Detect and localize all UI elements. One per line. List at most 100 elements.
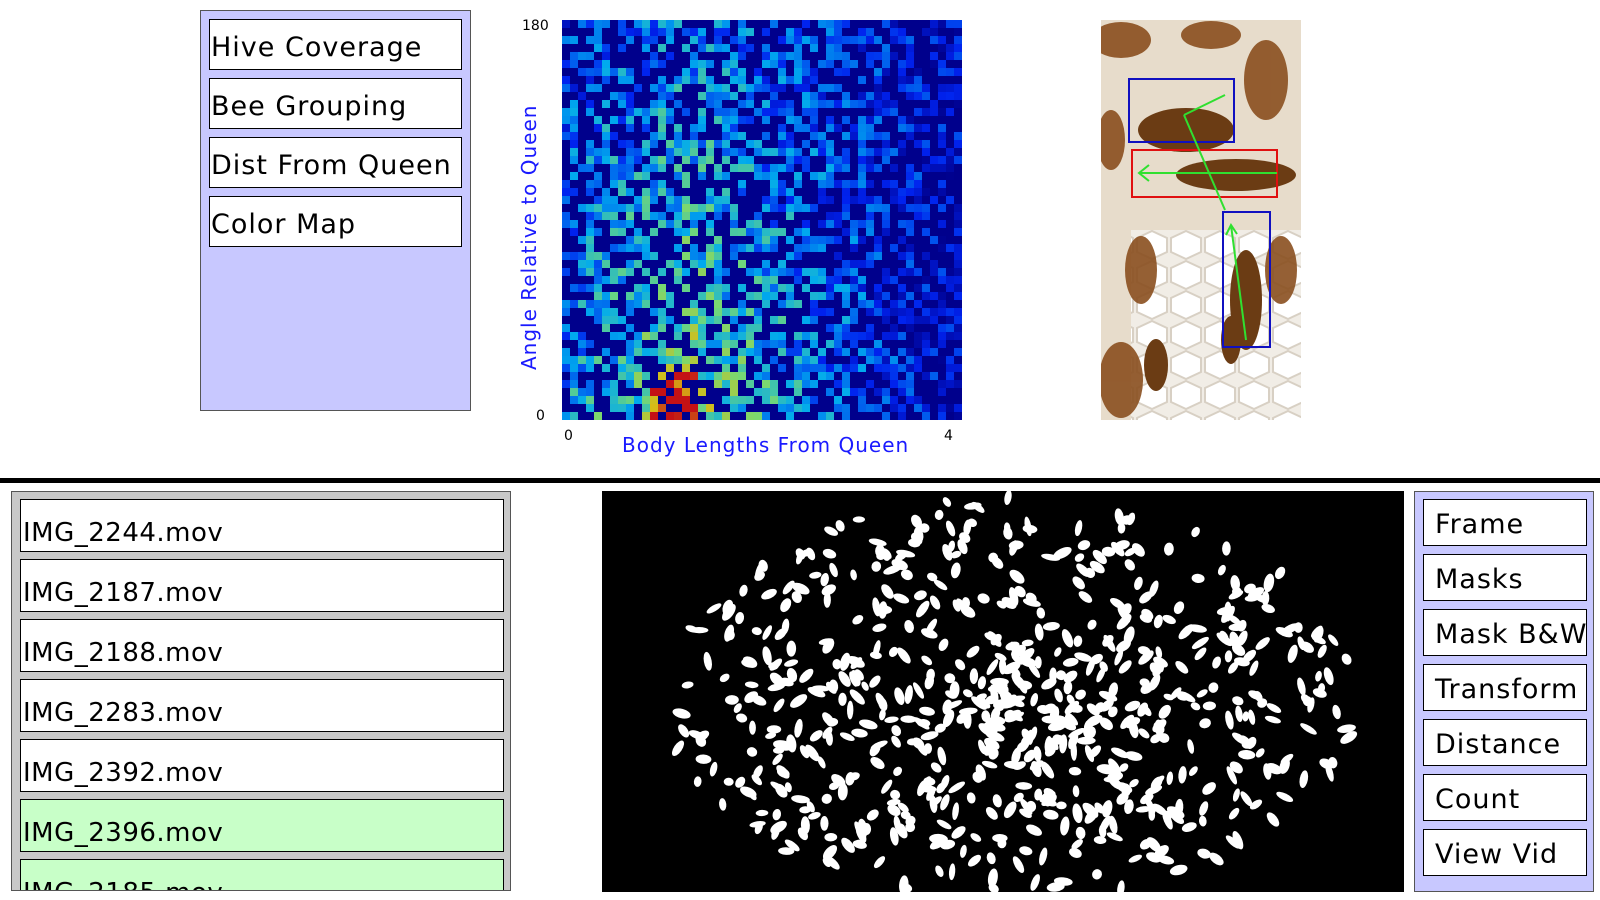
heatmap-cell bbox=[858, 396, 866, 404]
bee-mask-blob bbox=[1124, 700, 1141, 712]
heatmap-cell bbox=[714, 84, 722, 92]
heatmap-cell bbox=[954, 52, 962, 60]
bee-mask-blob bbox=[960, 844, 967, 858]
heatmap-cell bbox=[658, 164, 666, 172]
heatmap-cell bbox=[762, 244, 770, 252]
heatmap-cell bbox=[562, 188, 570, 196]
heatmap-cell bbox=[954, 100, 962, 108]
view-vid-button[interactable]: View Vid bbox=[1423, 829, 1587, 876]
transform-button[interactable]: Transform bbox=[1423, 664, 1587, 711]
bee-mask-blob bbox=[967, 854, 982, 867]
heatmap-cell bbox=[842, 260, 850, 268]
hive-coverage-button[interactable]: Hive Coverage bbox=[209, 19, 462, 70]
heatmap-cell bbox=[746, 332, 754, 340]
heatmap-cell bbox=[714, 196, 722, 204]
bee-mask-blob bbox=[1111, 541, 1125, 557]
bee-grouping-button[interactable]: Bee Grouping bbox=[209, 78, 462, 129]
file-list-item[interactable]: IMG_2187.mov bbox=[20, 559, 504, 612]
heatmap-cell bbox=[882, 316, 890, 324]
heatmap-cell bbox=[642, 372, 650, 380]
heatmap-cell bbox=[826, 308, 834, 316]
heatmap-cell bbox=[650, 180, 658, 188]
heatmap-cell bbox=[722, 68, 730, 76]
bee-mask-blob bbox=[1224, 650, 1233, 663]
heatmap-cell bbox=[858, 92, 866, 100]
heatmap-cell bbox=[826, 156, 834, 164]
heatmap-cell bbox=[666, 188, 674, 196]
heatmap-cell bbox=[818, 268, 826, 276]
heatmap-cell bbox=[626, 356, 634, 364]
heatmap-cell bbox=[882, 140, 890, 148]
heatmap-cell bbox=[946, 68, 954, 76]
heatmap-cell bbox=[946, 332, 954, 340]
heatmap-cell bbox=[946, 84, 954, 92]
heatmap-cell bbox=[842, 164, 850, 172]
heatmap-cell bbox=[922, 92, 930, 100]
bee-mask-blob bbox=[1261, 603, 1275, 614]
heatmap-cell bbox=[666, 28, 674, 36]
bee-mask-blob bbox=[1085, 567, 1096, 578]
heatmap-cell bbox=[794, 340, 802, 348]
heatmap-cell bbox=[890, 244, 898, 252]
heatmap-cell bbox=[658, 132, 666, 140]
file-list-item[interactable]: IMG_2392.mov bbox=[20, 739, 504, 792]
file-list-item[interactable]: IMG_2283.mov bbox=[20, 679, 504, 732]
heatmap-cell bbox=[610, 172, 618, 180]
heatmap-cell bbox=[578, 284, 586, 292]
heatmap-cell bbox=[650, 388, 658, 396]
heatmap-cell bbox=[626, 164, 634, 172]
file-list-item[interactable]: IMG_2244.mov bbox=[20, 499, 504, 552]
masks-button[interactable]: Masks bbox=[1423, 554, 1587, 601]
heatmap-cell bbox=[570, 228, 578, 236]
color-map-button[interactable]: Color Map bbox=[209, 196, 462, 247]
video-file-list[interactable]: IMG_2244.mov IMG_2187.mov IMG_2188.mov IMG_… bbox=[11, 491, 511, 891]
heatmap-cell bbox=[650, 132, 658, 140]
mask-bw-button[interactable]: Mask B&W bbox=[1423, 609, 1587, 656]
bee-mask-blob bbox=[1302, 696, 1313, 707]
bee-mask-blob bbox=[824, 526, 838, 536]
bee-mask-blob bbox=[914, 590, 927, 601]
heatmap-cell bbox=[738, 36, 746, 44]
x-tick-max: 4 bbox=[944, 428, 953, 444]
dist-from-queen-button[interactable]: Dist From Queen bbox=[209, 137, 462, 188]
heatmap-cell bbox=[610, 308, 618, 316]
bee-mask-blob bbox=[998, 657, 1007, 675]
heatmap-cell bbox=[890, 308, 898, 316]
heatmap-cell bbox=[930, 20, 938, 28]
heatmap-cell bbox=[586, 404, 594, 412]
bee-mask-blob bbox=[820, 816, 829, 831]
bee-mask-blob bbox=[887, 804, 901, 817]
heatmap-cell bbox=[578, 364, 586, 372]
heatmap-cell bbox=[778, 316, 786, 324]
heatmap-cell bbox=[698, 372, 706, 380]
bee-mask-blob bbox=[1232, 696, 1244, 706]
bee-mask-blob bbox=[1317, 644, 1327, 658]
bee-mask-blob bbox=[841, 837, 855, 853]
heatmap-cell bbox=[602, 204, 610, 212]
heatmap-cell bbox=[802, 20, 810, 28]
heatmap-cell bbox=[650, 188, 658, 196]
file-list-item[interactable]: IMG_2185.mov bbox=[20, 859, 504, 890]
heatmap-cell bbox=[842, 188, 850, 196]
heatmap-cell bbox=[562, 412, 570, 420]
heatmap-cell bbox=[754, 372, 762, 380]
heatmap-cell bbox=[562, 220, 570, 228]
frame-button[interactable]: Frame bbox=[1423, 499, 1587, 546]
bee-mask-blob bbox=[1040, 761, 1055, 779]
bee-mask-blob bbox=[744, 681, 759, 689]
heatmap-cell bbox=[610, 212, 618, 220]
heatmap-cell bbox=[882, 268, 890, 276]
heatmap-cell bbox=[898, 364, 906, 372]
heatmap-cell bbox=[946, 268, 954, 276]
distance-button[interactable]: Distance bbox=[1423, 719, 1587, 766]
heatmap-cell bbox=[794, 44, 802, 52]
file-list-item[interactable]: IMG_2396.mov bbox=[20, 799, 504, 852]
count-button[interactable]: Count bbox=[1423, 774, 1587, 821]
heatmap-cell bbox=[722, 20, 730, 28]
heatmap-cell bbox=[738, 84, 746, 92]
heatmap-cell bbox=[698, 324, 706, 332]
heatmap-cell bbox=[858, 404, 866, 412]
heatmap-cell bbox=[842, 52, 850, 60]
file-list-item[interactable]: IMG_2188.mov bbox=[20, 619, 504, 672]
heatmap-cell bbox=[906, 252, 914, 260]
